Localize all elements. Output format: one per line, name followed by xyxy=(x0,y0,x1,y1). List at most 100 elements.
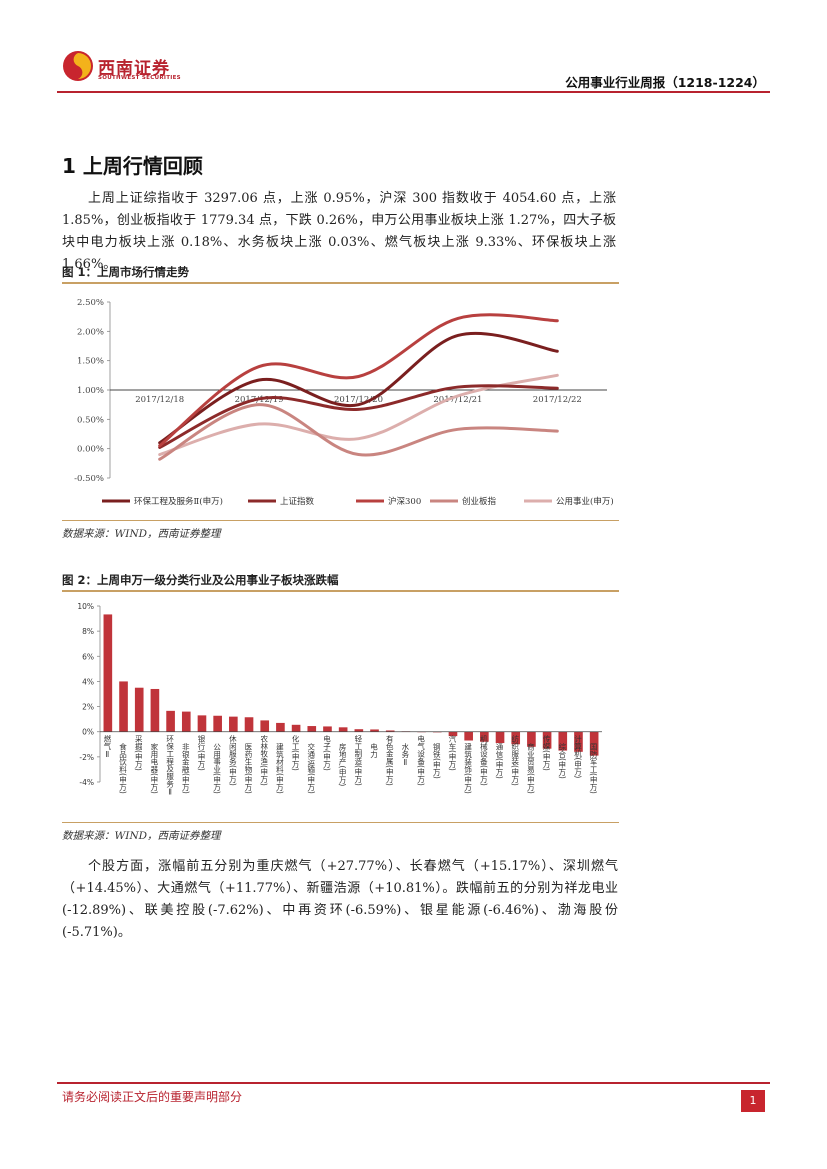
y-tick-label: 8% xyxy=(82,627,94,636)
y-tick-label: 0% xyxy=(82,728,94,737)
category-label: 银行(申万) xyxy=(196,734,206,771)
figure1-top-rule xyxy=(62,282,619,284)
y-tick-label: 2% xyxy=(82,703,94,712)
bar xyxy=(511,731,521,745)
y-tick-label: 1.50% xyxy=(77,357,104,367)
category-label: 房地产(申万) xyxy=(338,742,348,787)
section-title: 1 上周行情回顾 xyxy=(62,154,203,178)
category-label: 国防军工(申万) xyxy=(589,742,599,794)
bar xyxy=(527,731,536,747)
bar xyxy=(134,687,144,732)
y-tick-label: -0.50% xyxy=(74,474,104,484)
category-label: 非银金融(申万) xyxy=(181,742,191,794)
market-trend-line-chart: 2.50% 2.00% 1.50% 1.00% 0.50% 0.00% -0.50% 2017… xyxy=(74,298,614,507)
bar xyxy=(385,730,395,732)
category-label: 钢铁(申万) xyxy=(432,742,442,779)
category-label: 农林牧渔(申万) xyxy=(259,734,269,786)
bar xyxy=(495,731,505,744)
category-label: 环保工程及服务Ⅱ xyxy=(165,734,175,797)
series-line-1 xyxy=(158,384,559,449)
category-label: 传媒(申万) xyxy=(542,734,552,771)
legend-label: 上证指数 xyxy=(280,496,315,507)
bar xyxy=(244,717,254,732)
bar xyxy=(354,729,364,732)
x-tick-label: 2017/12/18 xyxy=(135,395,184,405)
figure2-top-rule xyxy=(62,590,619,592)
report-title: 公用事业行业周报（1218-1224） xyxy=(565,75,765,90)
legend-label: 公用事业(申万) xyxy=(556,496,614,507)
category-label: 休闲服务(申万) xyxy=(228,734,238,786)
header-divider xyxy=(57,91,770,93)
y-tick-label: 2.50% xyxy=(77,298,104,308)
bar xyxy=(260,720,270,732)
bar xyxy=(229,716,238,732)
figure1-bottom-rule xyxy=(62,520,619,521)
series-line-3 xyxy=(158,403,559,461)
figure2-bottom-rule xyxy=(62,822,619,823)
category-label: 医药生物(申万) xyxy=(244,742,254,794)
category-label: 建筑装饰(申万) xyxy=(463,742,473,794)
bar xyxy=(448,731,458,737)
figure1-source: 数据来源：WIND，西南证券整理 xyxy=(62,528,221,540)
bar xyxy=(464,731,473,741)
bar xyxy=(370,729,379,732)
logo-chinese-name: 西南证券 xyxy=(98,59,170,79)
legend-label: 创业板指 xyxy=(462,496,497,507)
bar xyxy=(103,614,113,732)
category-label: 计算机(申万) xyxy=(573,734,583,779)
category-label: 交通运输(申万) xyxy=(306,742,316,794)
category-label: 家用电器(申万) xyxy=(149,742,159,794)
bar xyxy=(307,726,317,732)
category-label: 采掘(申万) xyxy=(134,734,144,771)
category-label: 商业贸易(申万) xyxy=(526,742,536,794)
category-label: 电子(申万) xyxy=(322,734,332,771)
y-tick-label: -2% xyxy=(79,753,94,762)
category-label: 轻工制造(申万) xyxy=(353,734,363,786)
page-number: 1 xyxy=(741,1090,765,1112)
category-label: 通信(申万) xyxy=(495,742,505,779)
legend-label: 环保工程及服务Ⅱ(申万) xyxy=(134,496,223,507)
category-label: 电力 xyxy=(369,742,379,758)
figure2-source: 数据来源：WIND，西南证券整理 xyxy=(62,830,221,842)
footer-divider xyxy=(57,1082,770,1084)
bar xyxy=(181,711,191,732)
bar xyxy=(589,731,599,756)
category-label: 机械设备(申万) xyxy=(479,734,489,786)
series-line-0 xyxy=(158,331,559,445)
y-tick-label: 4% xyxy=(82,677,94,686)
header: 西南证券 SOUTHWEST SECURITIES 公用事业行业周报（1218-… xyxy=(0,0,827,100)
bar xyxy=(291,724,301,732)
category-label: 化工(申万) xyxy=(291,734,301,771)
category-label: 建筑材料(申万) xyxy=(275,742,285,794)
bar xyxy=(542,731,552,749)
category-label: 纺织服装(申万) xyxy=(510,734,520,786)
bar xyxy=(480,731,489,742)
bar xyxy=(574,731,583,752)
category-label: 有色金属(申万) xyxy=(385,734,395,786)
x-tick-label: 2017/12/21 xyxy=(433,395,482,405)
category-label: 汽车(申万) xyxy=(447,734,457,771)
y-tick-label: 1.00% xyxy=(77,386,104,396)
legend-label: 沪深300 xyxy=(388,496,421,507)
category-label: 电气设备(申万) xyxy=(416,734,426,786)
category-label: 水务Ⅱ xyxy=(400,742,410,767)
y-tick-label: 0.50% xyxy=(77,415,104,425)
market-summary-paragraph: 上周上证综指收于 3297.06 点，上涨 0.95%，沪深 300 指数收于 … xyxy=(62,191,616,272)
bar xyxy=(276,722,285,732)
figure2-caption: 图 2：上周申万一级分类行业及公用事业子板块涨跌幅 xyxy=(62,573,339,587)
x-tick-label: 2017/12/22 xyxy=(533,395,582,405)
industry-change-bar-chart: 10% 8% 6% 4% 2% 0% -2% -4% 燃气Ⅱ 食品饮料(申万) 采掘(申万) 家用电… xyxy=(62,596,619,818)
category-label: 综合(申万) xyxy=(557,742,567,779)
bar xyxy=(197,715,207,732)
logo-emblem-icon xyxy=(63,51,93,81)
x-tick-label: 2017/12/20 xyxy=(334,395,383,405)
logo-english-name: SOUTHWEST SECURITIES xyxy=(98,75,181,81)
y-tick-label: 10% xyxy=(77,602,94,611)
stock-summary-paragraph: 个股方面，涨幅前五分别为重庆燃气（+27.77%）、长春燃气（+15.17%）、… xyxy=(62,859,618,940)
y-tick-label: 0.00% xyxy=(77,445,104,455)
category-label: 食品饮料(申万) xyxy=(118,742,128,794)
bar xyxy=(150,688,160,732)
y-tick-label: -4% xyxy=(79,778,94,787)
bar xyxy=(119,681,128,732)
y-tick-label: 6% xyxy=(82,652,94,661)
